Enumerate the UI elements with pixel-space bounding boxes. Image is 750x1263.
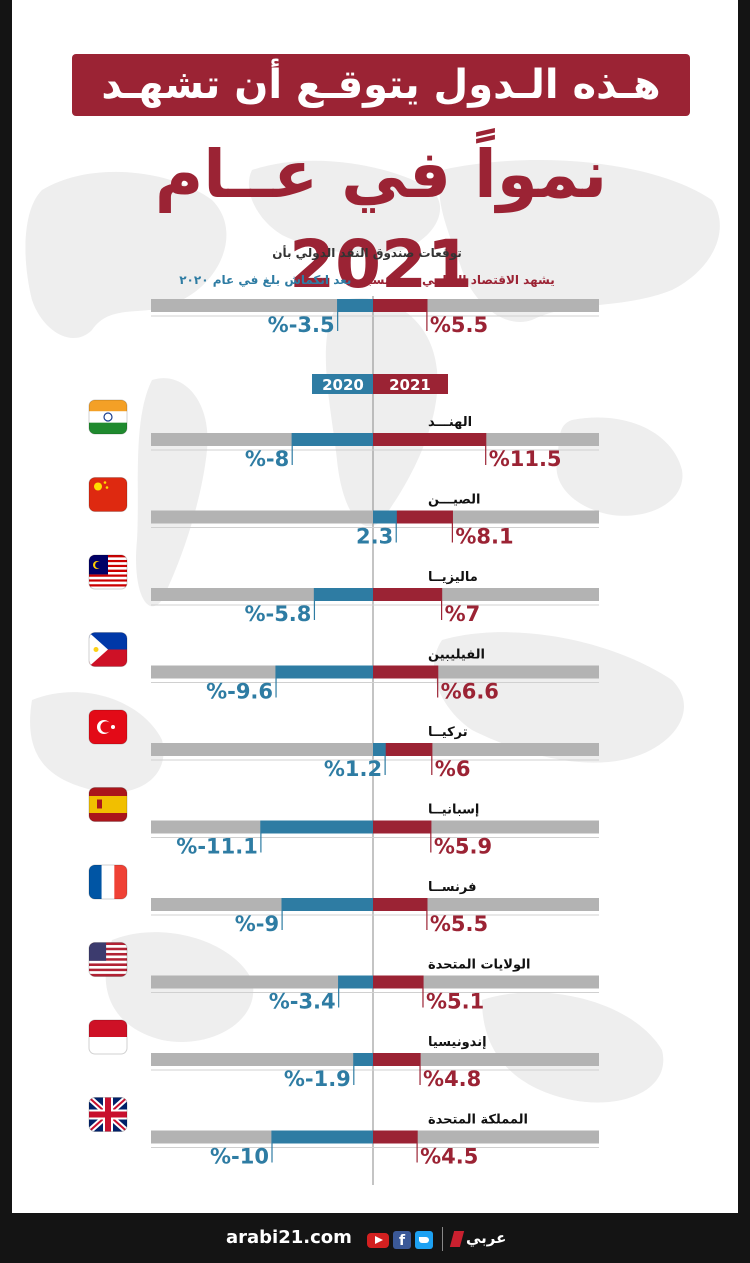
- country-name: الولايات المتحدة: [428, 958, 530, 973]
- row-bar-2020: [373, 510, 397, 524]
- title-banner: هـذه الـدول يتوقـع أن تشهـد: [72, 54, 690, 116]
- country-name: إسبانيــا: [428, 803, 479, 818]
- row-label-2021: %5.9: [434, 835, 492, 859]
- malaysia-flag: [88, 554, 128, 590]
- legend-label-2021: 2021: [389, 376, 431, 394]
- row-label-2021: %6.6: [441, 680, 499, 704]
- row-bar-2021: [373, 433, 486, 446]
- world-label-2020: %-3.5: [268, 313, 335, 337]
- country-name: المملكة المتحدة: [428, 1113, 528, 1128]
- row-label-2021: %6: [435, 757, 471, 781]
- site-url[interactable]: arabi21.com: [226, 1227, 352, 1248]
- country-name: إندونيسيا: [428, 1035, 487, 1050]
- row-bar-2021: [373, 743, 432, 756]
- facebook-icon[interactable]: f: [393, 1231, 411, 1249]
- row-bar-2021: [373, 898, 427, 911]
- row-label-2020: %-10: [210, 1145, 269, 1169]
- row-label-2020: %-3.4: [269, 990, 336, 1014]
- row-label-2020: %1.2: [324, 757, 382, 781]
- row-bar-2020: [292, 433, 373, 446]
- row-bar-2021: [373, 1130, 418, 1144]
- row-bar-2020: [314, 588, 373, 601]
- row-bar-2020: [373, 743, 386, 756]
- row-label-2020: 2.3: [356, 525, 393, 549]
- legend-label-2020: 2020: [322, 376, 364, 394]
- legend-swatch-2020: [312, 374, 373, 394]
- row-bar-2021: [373, 1053, 421, 1066]
- twitter-icon[interactable]: [415, 1231, 433, 1249]
- row-bar-2020: [282, 898, 373, 911]
- footer-divider: [442, 1227, 443, 1251]
- growth-chart: %5.5 %-3.5 2021 2020 الهنـــد %11.5 %-8 الصيـــ…: [88, 296, 599, 1185]
- world-bar-2021: [373, 299, 427, 312]
- row-label-2021: %5.1: [426, 990, 484, 1014]
- country-name: الصيـــن: [428, 493, 480, 508]
- row-bar-2020: [353, 1053, 373, 1066]
- china-flag: [88, 477, 128, 512]
- country-name: فرنســا: [428, 880, 476, 895]
- usa-flag: [88, 942, 128, 977]
- row-bar-2021: [373, 975, 423, 989]
- row-bar-2021: [373, 665, 438, 679]
- row-label-2021: %8.1: [455, 525, 513, 549]
- row-label-2020: %-9: [235, 912, 279, 936]
- row-label-2021: %4.5: [420, 1145, 478, 1169]
- row-bar-2020: [276, 665, 373, 679]
- legend-swatch-2021: [373, 374, 448, 394]
- row-label-2020: %-5.8: [244, 602, 311, 626]
- row-label-2021: %5.5: [430, 912, 488, 936]
- youtube-icon[interactable]: [367, 1233, 389, 1248]
- country-name: تركيــا: [428, 725, 468, 740]
- world-bar-2020: [337, 299, 373, 312]
- row-label-2020: %-1.9: [284, 1067, 351, 1091]
- brand-arabic: عربي: [466, 1229, 507, 1247]
- spain-flag: [88, 787, 128, 822]
- row-label-2021: %11.5: [489, 447, 562, 471]
- philippines-flag: [88, 632, 128, 667]
- row-label-2020: %-8: [245, 447, 289, 471]
- footer-bar: arabi21.com f عربي: [0, 1213, 750, 1263]
- arabi21-logo-icon: [449, 1231, 465, 1247]
- country-name: الفيليبين: [428, 648, 485, 663]
- row-label-2020: %-9.6: [206, 680, 273, 704]
- title-year: نمواً في عــام 2021: [154, 136, 608, 303]
- india-flag: [88, 399, 128, 435]
- row-label-2021: %7: [445, 602, 481, 626]
- turkey-flag: [88, 709, 128, 745]
- uk-flag: [88, 1097, 128, 1132]
- country-name: الهنـــد: [428, 415, 472, 430]
- intro-blue-text: بعد انكماش بلغ في عام ٢٠٢٠: [179, 273, 356, 287]
- world-label-2021: %5.5: [430, 313, 488, 337]
- intro-red-text: يشهد الاقتصاد العالمي نموا نسبته: [355, 273, 555, 287]
- intro-line-2: يشهد الاقتصاد العالمي نموا نسبته بعد انك…: [132, 273, 602, 287]
- infographic: هـذه الـدول يتوقـع أن تشهـد نمواً في عــ…: [12, 0, 738, 1213]
- row-bar-2020: [260, 820, 373, 834]
- row-bar-2021: [373, 588, 442, 601]
- france-flag: [88, 864, 128, 900]
- intro-line-1: توقعات صندوق النقد الدولي بأن: [272, 246, 462, 260]
- row-label-2020: %-11.1: [176, 835, 258, 859]
- row-bar-2020: [338, 975, 373, 989]
- row-label-2021: %4.8: [423, 1067, 481, 1091]
- row-bar-2021: [373, 820, 431, 834]
- row-bar-2020: [272, 1130, 373, 1144]
- country-name: ماليزيــا: [428, 570, 478, 585]
- indonesia-flag: [88, 1019, 128, 1055]
